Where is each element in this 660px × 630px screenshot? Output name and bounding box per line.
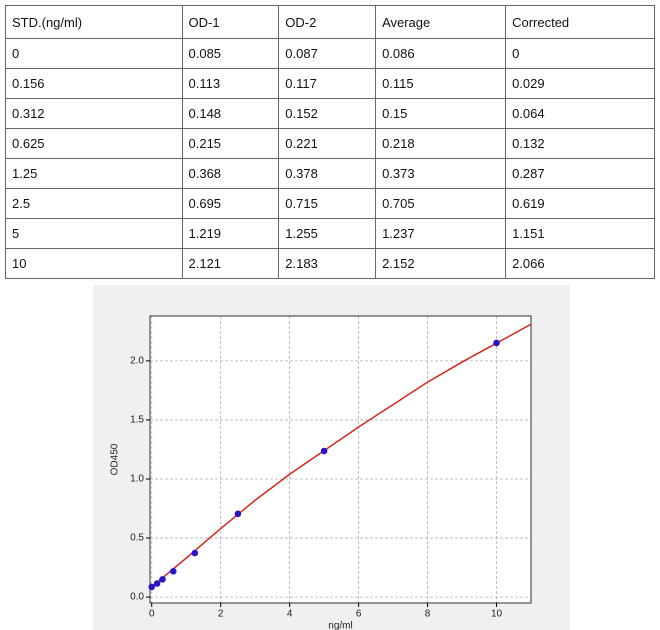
table-cell: 1.237 xyxy=(375,218,507,249)
table-row: 2.5 0.695 0.715 0.705 0.619 xyxy=(5,188,655,219)
table-cell: 0.148 xyxy=(181,98,280,129)
table-cell: 0.064 xyxy=(505,98,655,129)
table-cell: 0.695 xyxy=(181,188,280,219)
data-point xyxy=(320,447,328,455)
y-axis-label: OD450 xyxy=(110,443,121,475)
table-cell: 0.619 xyxy=(505,188,655,219)
table-cell: 0.113 xyxy=(181,68,280,99)
table-row: 10 2.121 2.183 2.152 2.066 xyxy=(5,248,655,279)
data-point xyxy=(234,510,242,518)
table-cell: 0.15 xyxy=(375,98,507,129)
y-tick-label: 1.5 xyxy=(130,415,144,426)
data-point xyxy=(493,339,500,347)
x-tick-label: 2 xyxy=(218,609,224,620)
table-cell: Corrected xyxy=(505,5,655,39)
table-cell: OD-1 xyxy=(181,5,280,39)
data-point xyxy=(169,568,177,575)
x-axis-label: ng/ml xyxy=(328,621,352,630)
data-table: STD.(ng/ml) OD-1 OD-2 Average Corrected 0 0.08… xyxy=(5,5,655,279)
table-row: 0.625 0.215 0.221 0.218 0.132 xyxy=(5,128,655,159)
table-cell: 0.115 xyxy=(375,68,507,99)
x-tick-label: 8 xyxy=(425,609,431,620)
table-cell: 10 xyxy=(5,248,183,279)
table-cell: 5 xyxy=(5,218,183,249)
fit-curve xyxy=(151,323,532,588)
table-cell: 0.117 xyxy=(278,68,377,99)
table-cell: 0.378 xyxy=(278,158,377,189)
table-cell: STD.(ng/ml) xyxy=(5,5,183,39)
table-cell: 1.255 xyxy=(278,218,377,249)
table-cell: 0.625 xyxy=(5,128,183,159)
y-tick-label: 0.0 xyxy=(130,592,144,603)
table-row: 0 0.085 0.087 0.086 0 xyxy=(5,38,655,69)
table-cell: 0.215 xyxy=(181,128,280,159)
table-cell: 0.085 xyxy=(181,38,280,69)
table-cell: 0.156 xyxy=(5,68,183,99)
x-tick-label: 10 xyxy=(491,609,503,620)
data-point xyxy=(159,576,166,583)
table-cell: 0 xyxy=(5,38,183,69)
table-cell: 1.25 xyxy=(5,158,183,189)
table-row: 1.25 0.368 0.378 0.373 0.287 xyxy=(5,158,655,189)
table-row: 0.156 0.113 0.117 0.115 0.029 xyxy=(5,68,655,99)
table-cell: 0.087 xyxy=(278,38,377,69)
table-cell: 2.066 xyxy=(505,248,655,279)
x-tick-label: 6 xyxy=(356,609,362,620)
y-tick-label: 0.5 xyxy=(130,533,144,544)
table-cell: 0.218 xyxy=(375,128,507,159)
table-cell: 0.287 xyxy=(505,158,655,189)
table-cell: 1.151 xyxy=(505,218,655,249)
plot-area xyxy=(150,316,531,603)
table-cell: 0 xyxy=(505,38,655,69)
table-row: 0.312 0.148 0.152 0.15 0.064 xyxy=(5,98,655,129)
x-tick-label: 0 xyxy=(149,609,155,620)
data-point xyxy=(153,580,161,587)
table-cell: 0.368 xyxy=(181,158,280,189)
header-row: STD.(ng/ml) OD-1 OD-2 Average Corrected xyxy=(5,5,655,39)
table-cell: Average xyxy=(375,5,507,39)
x-tick-label: 4 xyxy=(287,609,293,620)
table-cell: 0.132 xyxy=(505,128,655,159)
table-cell: 2.5 xyxy=(5,188,183,219)
table-cell: 0.715 xyxy=(278,188,377,219)
chart: 0 2 4 6 8 10 0.0 0.5 1.0 1.5 2.0 ng/ml OD450 xyxy=(93,285,570,630)
data-point xyxy=(148,583,156,591)
table-cell: 2.121 xyxy=(181,248,280,279)
table-cell: OD-2 xyxy=(278,5,377,39)
table-cell: 0.086 xyxy=(375,38,507,69)
table-cell: 0.373 xyxy=(375,158,507,189)
table-cell: 2.183 xyxy=(278,248,377,279)
table-cell: 0.312 xyxy=(5,98,183,129)
y-tick-label: 2.0 xyxy=(130,356,144,367)
table-cell: 1.219 xyxy=(181,218,280,249)
table-cell: 0.705 xyxy=(375,188,507,219)
data-point xyxy=(191,549,199,557)
table-cell: 0.221 xyxy=(278,128,377,159)
table-cell: 0.029 xyxy=(505,68,655,99)
table-cell: 0.152 xyxy=(278,98,377,129)
plot-frame xyxy=(149,315,532,604)
y-tick-label: 1.0 xyxy=(130,474,144,485)
table-row: 5 1.219 1.255 1.237 1.151 xyxy=(5,218,655,249)
table-cell: 2.152 xyxy=(375,248,507,279)
